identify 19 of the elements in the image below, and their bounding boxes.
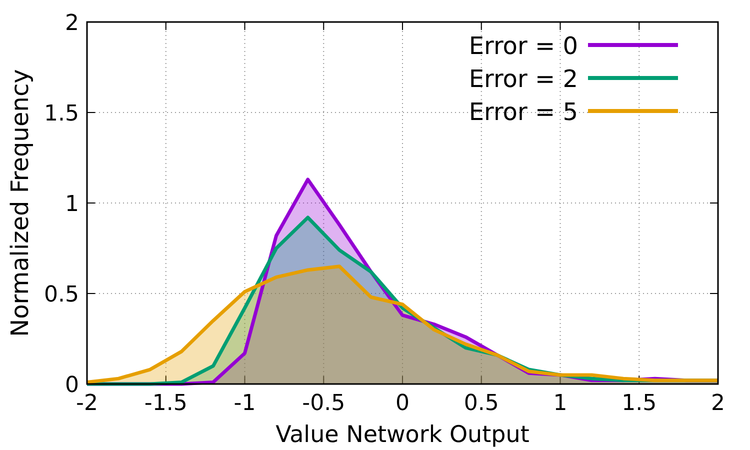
- y-tick-label: 1.5: [44, 102, 79, 126]
- x-tick-label: 2: [711, 391, 725, 416]
- x-tick-label: 0.5: [464, 391, 499, 416]
- y-tick-label: 0.5: [44, 282, 79, 308]
- x-tick-label: 1: [553, 391, 568, 416]
- legend-label: Error = 5: [468, 98, 578, 126]
- x-tick-label: 0: [396, 391, 410, 416]
- legend-label: Error = 0: [468, 32, 578, 60]
- x-tick-label: -0.5: [302, 391, 346, 416]
- y-axis-title: Normalized Frequency: [6, 69, 34, 337]
- x-axis-title: Value Network Output: [276, 422, 530, 448]
- x-tick-label: -2: [76, 391, 98, 416]
- x-tick-label: 1.5: [622, 391, 657, 416]
- y-tick-label: 0: [65, 373, 79, 398]
- legend-label: Error = 2: [468, 65, 578, 93]
- x-tick-label: -1.5: [144, 391, 188, 416]
- x-tick-label: -1: [234, 391, 256, 416]
- y-tick-label: 1: [65, 192, 79, 217]
- y-tick-label: 2: [65, 11, 79, 36]
